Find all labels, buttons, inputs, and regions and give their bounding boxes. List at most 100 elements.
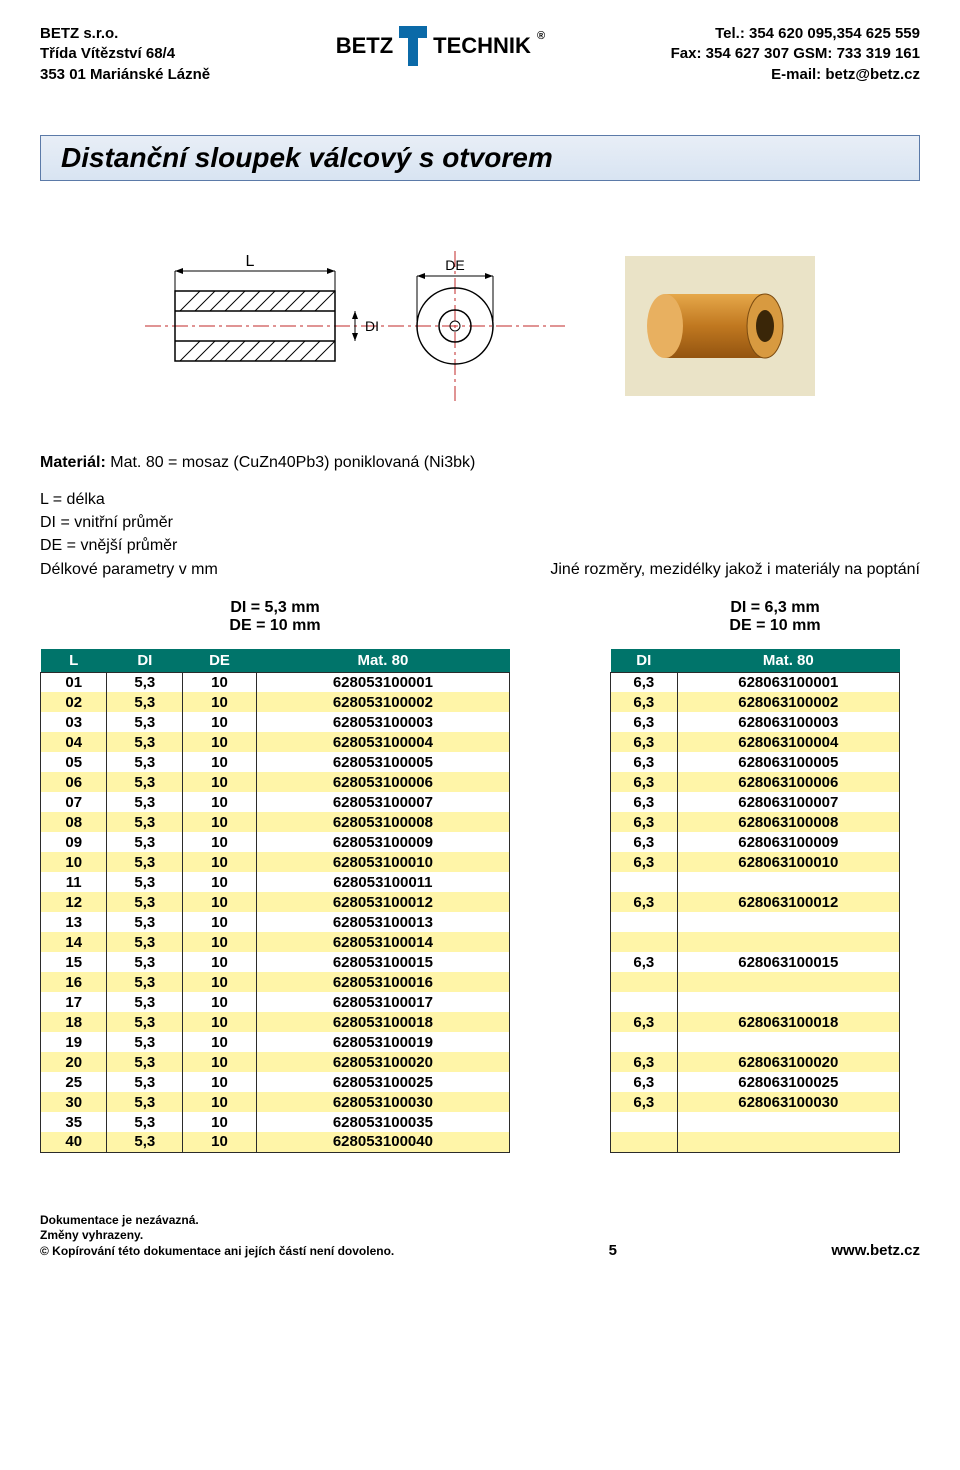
table-row: 165,310628053100016: [41, 972, 510, 992]
table-row: 075,310628053100007: [41, 792, 510, 812]
logo-text-left: BETZ: [336, 33, 393, 59]
table-cell: [611, 872, 678, 892]
table-cell: 628063100012: [677, 892, 899, 912]
company-name: BETZ s.r.o.: [40, 24, 210, 44]
table-cell: 16: [41, 972, 107, 992]
table-cell: 10: [183, 912, 257, 932]
table-cell: 5,3: [107, 852, 183, 872]
table-cell: 10: [183, 1012, 257, 1032]
table-row: [611, 932, 900, 952]
table-cell: 10: [183, 1072, 257, 1092]
table-row: 095,310628053100009: [41, 832, 510, 852]
table-cell: 10: [183, 732, 257, 752]
table-cell: [611, 972, 678, 992]
th-di-r: DI: [611, 649, 678, 673]
table-row: 045,310628053100004: [41, 732, 510, 752]
table-cell: 628063100003: [677, 712, 899, 732]
table-cell: 5,3: [107, 772, 183, 792]
table-cell: [611, 932, 678, 952]
table-cell: 6,3: [611, 752, 678, 772]
table-row: 175,310628053100017: [41, 992, 510, 1012]
table-cell: 10: [183, 932, 257, 952]
table-cell: 10: [183, 672, 257, 692]
material-value: Mat. 80 = mosaz (CuZn40Pb3) poniklovaná …: [110, 454, 475, 471]
table-cell: 10: [183, 992, 257, 1012]
table-row: 6,3628063100006: [611, 772, 900, 792]
table-cell: 5,3: [107, 892, 183, 912]
table-cell: [677, 972, 899, 992]
table-cell: 10: [183, 952, 257, 972]
table-cell: 628053100013: [256, 912, 509, 932]
table-cell: 6,3: [611, 672, 678, 692]
table-cell: 5,3: [107, 1072, 183, 1092]
table-cell: 6,3: [611, 812, 678, 832]
table-row: [611, 1132, 900, 1152]
table-cell: 11: [41, 872, 107, 892]
table-cell: 628053100030: [256, 1092, 509, 1112]
table-cell: 06: [41, 772, 107, 792]
table-row: [611, 972, 900, 992]
th-de: DE: [183, 649, 257, 673]
render-3d: [625, 256, 815, 396]
table-row: 355,310628053100035: [41, 1112, 510, 1132]
table-cell: 628053100001: [256, 672, 509, 692]
table-cell: 10: [183, 852, 257, 872]
table-cell: 628053100012: [256, 892, 509, 912]
dim-label-di: DI: [365, 318, 379, 334]
table-cell: 628053100004: [256, 732, 509, 752]
table-cell: 628063100030: [677, 1092, 899, 1112]
company-fax: Fax: 354 627 307 GSM: 733 319 161: [671, 44, 920, 64]
table-cell: [611, 912, 678, 932]
table-cell: 6,3: [611, 732, 678, 752]
table-cell: 6,3: [611, 692, 678, 712]
table-cell: [677, 1032, 899, 1052]
table-row: 6,3628063100005: [611, 752, 900, 772]
table-cell: 6,3: [611, 1072, 678, 1092]
table-cell: 10: [183, 1052, 257, 1072]
table-row: 6,3628063100008: [611, 812, 900, 832]
company-addr1: Třída Vítězství 68/4: [40, 44, 210, 64]
table-row: 6,3628063100030: [611, 1092, 900, 1112]
table-cell: 5,3: [107, 812, 183, 832]
table-cell: 628053100008: [256, 812, 509, 832]
table-cell: 10: [183, 1112, 257, 1132]
spec-line-de: DE = vnější průměr: [40, 534, 920, 557]
table-cell: 5,3: [107, 692, 183, 712]
table-cell: 5,3: [107, 832, 183, 852]
table-cell: 30: [41, 1092, 107, 1112]
table-cell: 6,3: [611, 832, 678, 852]
table-cell: 628053100035: [256, 1112, 509, 1132]
technical-drawing: L DI DE: [145, 241, 565, 411]
table-cell: 10: [183, 812, 257, 832]
page-title: Distanční sloupek válcový s otvorem: [40, 135, 920, 181]
table-cell: 6,3: [611, 712, 678, 732]
table-cell: 35: [41, 1112, 107, 1132]
left-table-heading: DI = 5,3 mm DE = 10 mm: [40, 599, 510, 635]
table-cell: 6,3: [611, 1012, 678, 1032]
table-cell: [677, 1132, 899, 1152]
table-cell: [677, 872, 899, 892]
table-row: 305,310628053100030: [41, 1092, 510, 1112]
table-cell: [611, 992, 678, 1012]
table-row: 255,310628053100025: [41, 1072, 510, 1092]
table-row: 035,310628053100003: [41, 712, 510, 732]
table-cell: 628053100002: [256, 692, 509, 712]
technical-diagram-area: L DI DE: [40, 241, 920, 411]
page-header: BETZ s.r.o. Třída Vítězství 68/4 353 01 …: [40, 24, 920, 85]
table-cell: 10: [41, 852, 107, 872]
header-company-block: BETZ s.r.o. Třída Vítězství 68/4 353 01 …: [40, 24, 210, 85]
table-row: 6,3628063100025: [611, 1072, 900, 1092]
table-cell: 10: [183, 1092, 257, 1112]
table-cell: 5,3: [107, 1092, 183, 1112]
table-cell: 07: [41, 792, 107, 812]
table-cell: 5,3: [107, 1032, 183, 1052]
table-cell: 628053100018: [256, 1012, 509, 1032]
footer-legal: Dokumentace je nezávazná. Změny vyhrazen…: [40, 1213, 394, 1260]
table-cell: 628053100010: [256, 852, 509, 872]
table-cell: 10: [183, 972, 257, 992]
dim-label-l: L: [246, 253, 255, 270]
table-cell: 5,3: [107, 952, 183, 972]
table-cell: 15: [41, 952, 107, 972]
table-cell: 04: [41, 732, 107, 752]
table-cell: [677, 1112, 899, 1132]
